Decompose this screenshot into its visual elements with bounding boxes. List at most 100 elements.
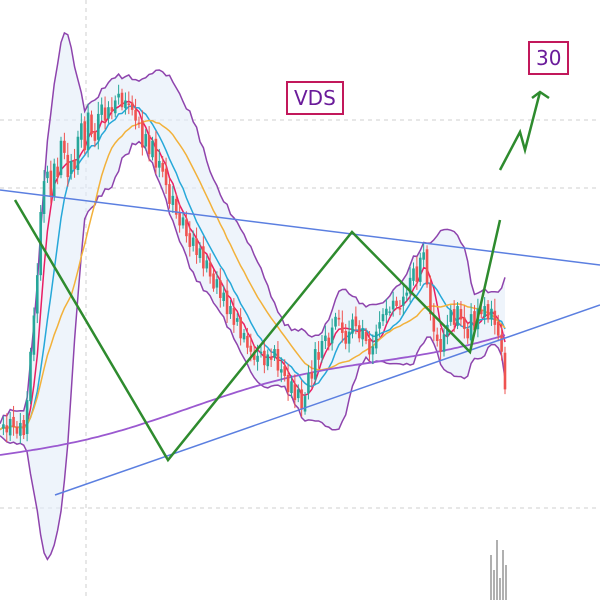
candle-body [496,321,500,336]
candle-body [93,131,97,141]
bollinger-upper-line [0,31,506,424]
candle-body [32,315,36,355]
candle-body [188,233,192,247]
candle-body [341,322,344,333]
candle-body [273,349,276,358]
candle-body [463,317,466,329]
candle-body [100,104,103,115]
candle-body [402,296,405,306]
candle-body [120,92,124,108]
candle-body [229,306,232,315]
candle-body [303,396,307,412]
wave-line [13,199,502,463]
candle-body [202,246,205,269]
candle-body [63,140,66,153]
candle-body [361,328,364,340]
candle-body [415,266,419,282]
candle-body [290,381,293,394]
candle-body [46,171,49,179]
candle-body [280,369,283,373]
projection-line [498,91,542,171]
candle-body [76,136,80,170]
candle-body [25,400,29,435]
candle-body [246,335,249,348]
candle-body [137,122,141,125]
candle-body [334,316,337,327]
candle-body [198,248,202,258]
candle-body [449,310,453,322]
candle-body [52,163,56,197]
candle-body [256,355,259,362]
candle-body [479,309,483,315]
candle-body [96,113,100,140]
candle-body [242,332,246,340]
volume-bar [493,570,495,600]
candle-body [395,300,398,307]
candle-body [90,114,93,135]
candle-body [469,314,473,341]
candle-body [432,315,436,332]
candle-body [168,184,171,204]
candle-body [300,389,303,410]
candle-body [398,308,402,310]
candle-body [466,328,470,339]
wave-path [13,90,550,463]
candle-body [59,140,63,176]
candle-body [252,351,256,360]
candle-body [208,262,212,277]
candle-body [164,168,168,186]
volume-bar [499,578,501,600]
candle-body [351,319,354,334]
candle-body [486,304,490,320]
candle-body [22,419,26,436]
candle-body [205,260,209,269]
candle-body [5,425,9,433]
candle-body [86,112,90,151]
projection-arrowhead [531,90,550,100]
candle-body [19,422,22,436]
volume-bars [490,540,507,600]
candle-body [418,257,422,282]
target-label: 30 [528,41,570,75]
ma-slow-line [0,119,506,431]
candle-body [269,357,273,360]
candle-body [473,311,476,331]
candle-body [107,107,110,119]
candle-body [371,346,375,355]
bollinger-bands [0,31,506,561]
candle-body [15,427,19,434]
candle-body [266,354,270,367]
candle-body [439,339,442,352]
candle-body [263,350,266,366]
candle-body [459,309,463,320]
candle-body [259,351,263,354]
candle-body [151,140,154,158]
candle-body [178,212,181,226]
candle-body [83,121,87,151]
candle-body [408,277,412,294]
candle-body [235,318,239,322]
candle-body [130,102,134,110]
candle-body [429,283,432,315]
candle-body [364,331,368,341]
candle-body [124,100,127,109]
volume-bar [490,555,492,600]
candle-body [69,160,73,175]
candle-body [141,120,144,148]
candle-body [354,316,358,327]
candle-body [127,103,131,105]
lower-trendline [54,304,600,496]
ma-long-line [0,334,506,456]
candle-body [286,374,290,393]
candle-body [378,322,381,329]
candle-body [381,314,385,322]
candle-body [368,339,371,355]
candle-body [2,424,5,429]
bollinger-band-fill [0,32,505,560]
candle-body [222,292,225,301]
candle-body [154,138,158,168]
candle-body [195,238,198,255]
candle-body [49,170,53,196]
candle-body [212,273,215,289]
volume-bar [496,540,498,600]
